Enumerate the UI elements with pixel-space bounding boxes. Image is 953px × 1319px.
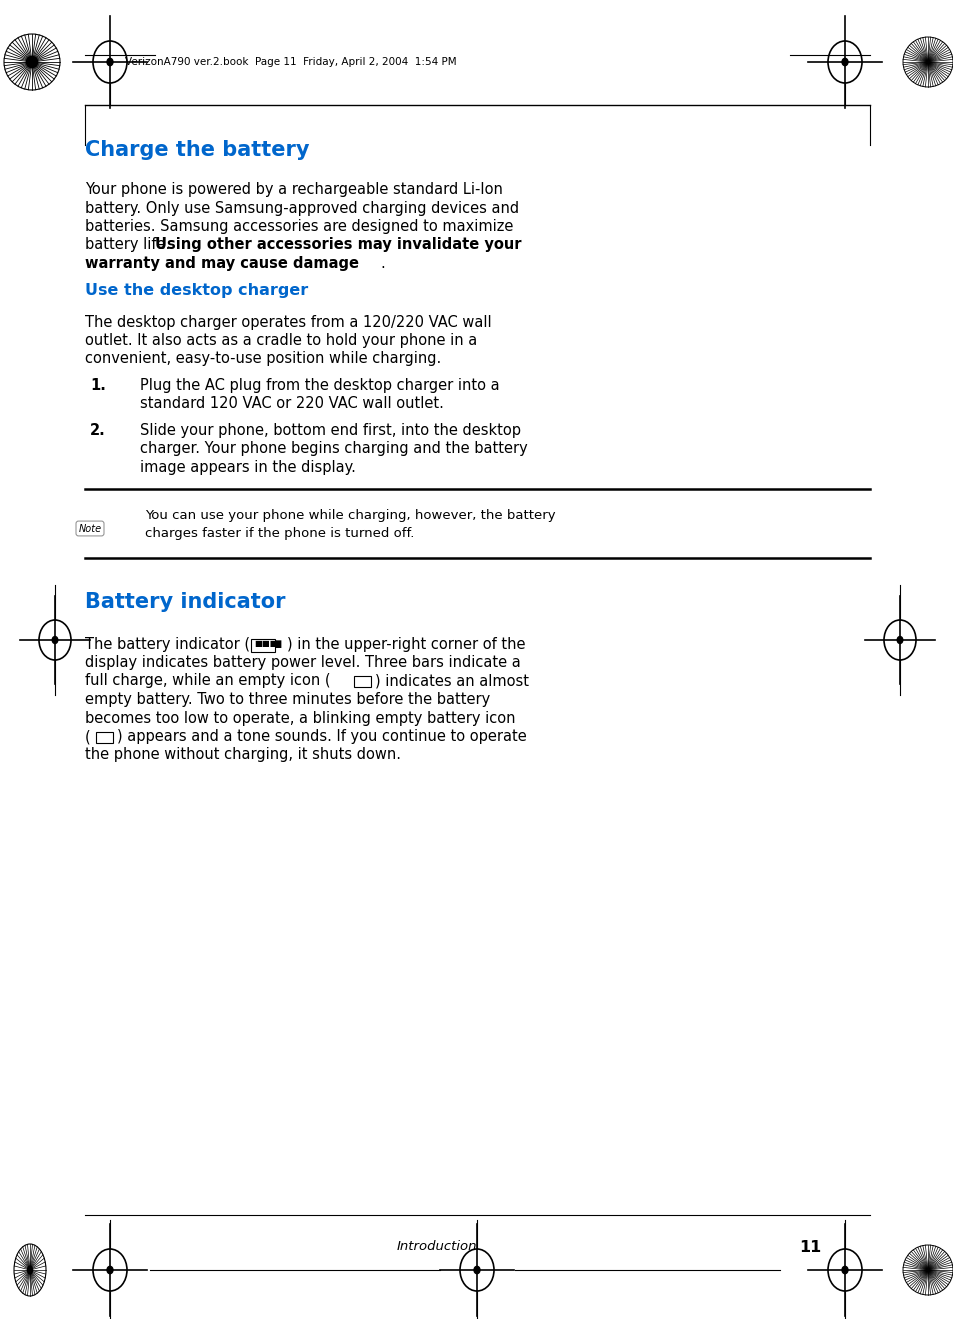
Text: battery life.: battery life.	[85, 237, 174, 252]
FancyBboxPatch shape	[355, 677, 371, 687]
Text: empty battery. Two to three minutes before the battery: empty battery. Two to three minutes befo…	[85, 692, 490, 707]
Text: image appears in the display.: image appears in the display.	[140, 460, 355, 475]
Text: battery. Only use Samsung-approved charging devices and: battery. Only use Samsung-approved charg…	[85, 200, 518, 215]
Text: Your phone is powered by a rechargeable standard Li-Ion: Your phone is powered by a rechargeable …	[85, 182, 502, 197]
Text: charger. Your phone begins charging and the battery: charger. Your phone begins charging and …	[140, 442, 527, 456]
Text: ■■■: ■■■	[253, 638, 282, 649]
Text: ) in the upper-right corner of the: ) in the upper-right corner of the	[287, 637, 525, 652]
Text: (: (	[85, 729, 91, 744]
Text: You can use your phone while charging, however, the battery: You can use your phone while charging, h…	[145, 509, 555, 521]
Ellipse shape	[896, 637, 902, 644]
Ellipse shape	[841, 58, 847, 66]
Text: Plug the AC plug from the desktop charger into a: Plug the AC plug from the desktop charge…	[140, 379, 499, 393]
Text: Use the desktop charger: Use the desktop charger	[85, 282, 308, 298]
Ellipse shape	[474, 1266, 479, 1274]
Ellipse shape	[107, 1266, 112, 1274]
Text: becomes too low to operate, a blinking empty battery icon: becomes too low to operate, a blinking e…	[85, 711, 515, 725]
Text: Note: Note	[78, 524, 101, 533]
Text: Introduction: Introduction	[396, 1240, 476, 1253]
Text: ) appears and a tone sounds. If you continue to operate: ) appears and a tone sounds. If you cont…	[117, 729, 526, 744]
Text: standard 120 VAC or 220 VAC wall outlet.: standard 120 VAC or 220 VAC wall outlet.	[140, 397, 443, 412]
Text: Battery indicator: Battery indicator	[85, 592, 285, 612]
Text: batteries. Samsung accessories are designed to maximize: batteries. Samsung accessories are desig…	[85, 219, 513, 233]
Ellipse shape	[52, 637, 58, 644]
Text: 2.: 2.	[90, 423, 106, 438]
Text: display indicates battery power level. Three bars indicate a: display indicates battery power level. T…	[85, 656, 520, 670]
Text: 11: 11	[798, 1240, 821, 1254]
Text: The battery indicator (: The battery indicator (	[85, 637, 250, 652]
Text: Using other accessories may invalidate your: Using other accessories may invalidate y…	[154, 237, 521, 252]
Ellipse shape	[841, 1266, 847, 1274]
Text: Slide your phone, bottom end first, into the desktop: Slide your phone, bottom end first, into…	[140, 423, 520, 438]
Text: outlet. It also acts as a cradle to hold your phone in a: outlet. It also acts as a cradle to hold…	[85, 332, 477, 348]
Ellipse shape	[28, 1266, 32, 1274]
Circle shape	[27, 57, 37, 67]
Text: full charge, while an empty icon (: full charge, while an empty icon (	[85, 674, 331, 689]
Text: VerizonA790 ver.2.book  Page 11  Friday, April 2, 2004  1:54 PM: VerizonA790 ver.2.book Page 11 Friday, A…	[125, 57, 456, 67]
Text: the phone without charging, it shuts down.: the phone without charging, it shuts dow…	[85, 748, 400, 762]
Text: The desktop charger operates from a 120/220 VAC wall: The desktop charger operates from a 120/…	[85, 314, 491, 330]
Ellipse shape	[107, 58, 112, 66]
Text: ■■■: ■■■	[253, 638, 277, 648]
Text: .: .	[379, 256, 384, 270]
Text: 1.: 1.	[90, 379, 106, 393]
Text: warranty and may cause damage: warranty and may cause damage	[85, 256, 358, 270]
FancyBboxPatch shape	[251, 638, 274, 652]
Text: ) indicates an almost: ) indicates an almost	[375, 674, 529, 689]
Text: convenient, easy-to-use position while charging.: convenient, easy-to-use position while c…	[85, 351, 441, 367]
Text: Charge the battery: Charge the battery	[85, 140, 309, 160]
Text: charges faster if the phone is turned off.: charges faster if the phone is turned of…	[145, 528, 414, 539]
FancyBboxPatch shape	[96, 732, 113, 743]
